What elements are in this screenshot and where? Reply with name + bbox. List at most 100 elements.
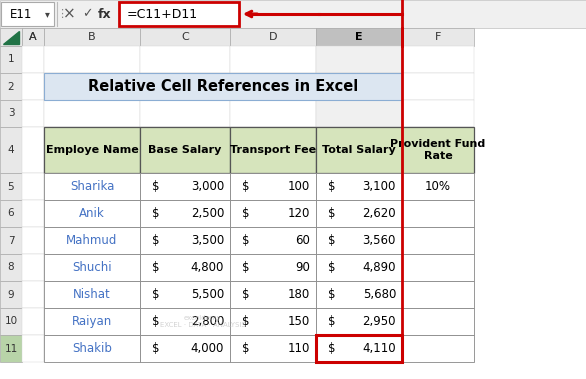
Bar [402, 308, 474, 335]
Bar [44, 127, 140, 173]
Text: $: $ [242, 342, 250, 355]
Bar [0, 173, 22, 200]
Bar [402, 173, 474, 200]
Text: 3,000: 3,000 [191, 180, 224, 193]
Text: 11: 11 [4, 343, 18, 354]
Text: $: $ [328, 180, 336, 193]
Text: Total Salary: Total Salary [322, 145, 396, 155]
Bar [140, 254, 230, 281]
Bar [44, 173, 140, 200]
Text: Shakib: Shakib [72, 342, 112, 355]
Bar [316, 227, 402, 254]
Bar [140, 308, 230, 335]
Text: ✓: ✓ [82, 8, 92, 20]
Bar [22, 100, 44, 127]
Text: $: $ [152, 288, 159, 301]
Bar [402, 127, 474, 173]
Text: $: $ [152, 315, 159, 328]
Text: 3,100: 3,100 [363, 180, 396, 193]
Bar [402, 227, 474, 254]
Bar [140, 127, 230, 173]
Text: $: $ [242, 207, 250, 220]
Bar [402, 73, 474, 100]
Bar [230, 281, 316, 308]
Text: Transport Fee: Transport Fee [230, 145, 316, 155]
Text: $: $ [152, 261, 159, 274]
Bar [402, 308, 474, 335]
Bar [22, 308, 44, 335]
Bar [140, 254, 230, 281]
Bar [44, 173, 140, 200]
Bar [44, 308, 140, 335]
Text: 60: 60 [295, 234, 310, 247]
Text: 2,620: 2,620 [362, 207, 396, 220]
Bar [44, 335, 140, 362]
Bar [316, 308, 402, 335]
Bar [230, 254, 316, 281]
Bar [140, 73, 230, 100]
Polygon shape [3, 31, 19, 44]
Bar [316, 173, 402, 200]
Bar [402, 173, 474, 200]
Bar [140, 281, 230, 308]
Bar [44, 254, 140, 281]
Bar [230, 28, 316, 46]
Bar [316, 100, 402, 127]
Text: Provident Fund
Rate: Provident Fund Rate [390, 139, 486, 161]
Bar [0, 0, 586, 28]
Bar [0, 335, 22, 362]
Text: 4: 4 [8, 145, 14, 155]
Bar [22, 127, 44, 173]
Text: $: $ [152, 342, 159, 355]
Text: $: $ [328, 234, 336, 247]
Bar [44, 73, 402, 100]
Bar [140, 281, 230, 308]
Bar [230, 227, 316, 254]
Text: Relative Cell References in Excel: Relative Cell References in Excel [88, 79, 358, 94]
Text: 4,800: 4,800 [190, 261, 224, 274]
Bar [316, 127, 402, 173]
Bar [44, 308, 140, 335]
Bar [316, 281, 402, 308]
Bar [316, 127, 402, 173]
Text: $: $ [152, 180, 159, 193]
Bar [230, 46, 316, 73]
Text: F: F [435, 32, 441, 42]
Bar [230, 281, 316, 308]
Bar [44, 46, 140, 73]
Bar [119, 2, 239, 26]
Bar [230, 100, 316, 127]
Text: exceldemy
EXCEL · DATA · ANALYSIS: exceldemy EXCEL · DATA · ANALYSIS [160, 315, 246, 328]
Bar [0, 308, 22, 335]
Text: 180: 180 [288, 288, 310, 301]
Bar [316, 254, 402, 281]
Text: A: A [29, 32, 37, 42]
Text: $: $ [328, 207, 336, 220]
Text: 5: 5 [8, 182, 14, 191]
Text: $: $ [242, 288, 250, 301]
Bar [316, 335, 402, 362]
Text: Anik: Anik [79, 207, 105, 220]
Bar [140, 308, 230, 335]
Bar [230, 335, 316, 362]
Bar [44, 127, 140, 173]
Text: 150: 150 [288, 315, 310, 328]
Text: 2: 2 [8, 81, 14, 91]
Text: C: C [181, 32, 189, 42]
Text: 5,500: 5,500 [191, 288, 224, 301]
Text: fx: fx [98, 8, 112, 20]
Bar [402, 281, 474, 308]
Text: 110: 110 [288, 342, 310, 355]
Bar [316, 308, 402, 335]
Bar [402, 28, 474, 46]
Text: $: $ [328, 261, 336, 274]
Text: 3,560: 3,560 [363, 234, 396, 247]
Text: 3,500: 3,500 [191, 234, 224, 247]
Bar [0, 73, 22, 100]
Text: E: E [355, 32, 363, 42]
Text: 4,110: 4,110 [362, 342, 396, 355]
Bar [22, 46, 44, 73]
Bar [44, 281, 140, 308]
Text: 2,500: 2,500 [190, 207, 224, 220]
Text: Base Salary: Base Salary [148, 145, 222, 155]
